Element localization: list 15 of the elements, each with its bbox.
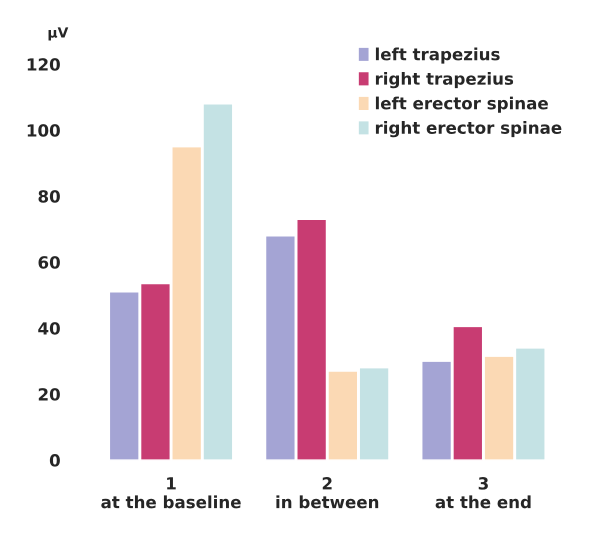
legend-label: right trapezius [376,72,514,88]
y-tick-label: 120 [28,58,60,71]
y-axis-title: μV [48,27,68,40]
legend-label: left trapezius [376,48,500,64]
y-tick-label: 0 [50,454,60,467]
y-tick-label: 80 [38,190,60,203]
y-tick-label: 100 [28,124,60,137]
legend-label: right erector spinae [376,121,562,138]
x-tick-label: 1 at the baseline [101,477,241,508]
x-tick-label: 2 in between [276,477,378,508]
y-tick-label: 40 [38,322,60,335]
y-tick-label: 60 [38,256,60,269]
y-tick-label: 20 [38,388,60,401]
legend-label: left erector spinae [376,96,548,113]
x-tick-label: 3 at the end [436,477,531,508]
